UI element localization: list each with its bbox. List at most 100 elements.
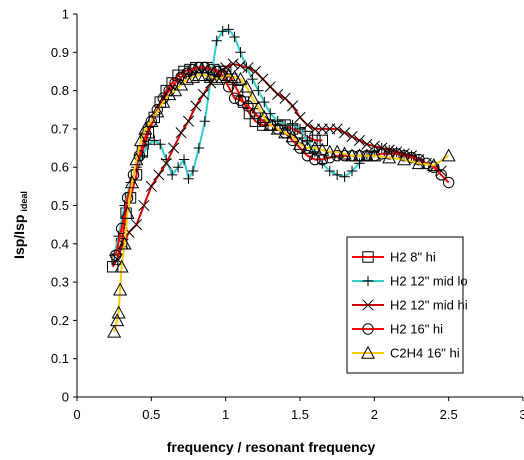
- y-tick-label: 0.4: [51, 236, 69, 251]
- legend-item: C2H4 16" hi: [352, 346, 460, 361]
- data-point-triangle: [337, 146, 352, 160]
- data-point-circle: [316, 153, 328, 166]
- series-line: [111, 66, 323, 268]
- y-tick-label: 0: [62, 390, 69, 405]
- data-point-x: [197, 88, 209, 100]
- data-point-triangle: [367, 148, 382, 162]
- data-point-triangle: [251, 100, 266, 114]
- data-point-plus: [346, 165, 358, 177]
- data-point-plus: [331, 169, 343, 181]
- data-point-plus: [172, 162, 184, 173]
- data-point-plus: [229, 31, 240, 43]
- data-point-plus: [287, 119, 298, 131]
- y-tick-label: 0.1: [51, 351, 69, 366]
- legend-label: H2 12" mid lo: [390, 274, 468, 289]
- data-point-triangle: [114, 259, 129, 273]
- data-point-x: [190, 100, 202, 112]
- data-point-plus: [362, 275, 374, 287]
- data-point-triangle: [360, 345, 376, 359]
- data-point-triangle: [257, 110, 272, 124]
- data-point-x: [353, 134, 366, 146]
- data-point-circle: [175, 71, 187, 83]
- y-tick-label: 0.2: [51, 313, 69, 328]
- data-point-circle: [309, 153, 321, 166]
- data-point-circle: [169, 77, 181, 89]
- y-axis-label: Isp/Isp ideal: [11, 191, 29, 259]
- data-point-triangle: [307, 140, 322, 154]
- data-point-circle: [193, 61, 205, 74]
- data-point-plus: [324, 165, 335, 177]
- y-tick-label: 0.9: [51, 45, 69, 60]
- data-point-triangle: [330, 144, 345, 158]
- data-point-circle: [121, 192, 134, 204]
- data-point-plus: [217, 26, 228, 37]
- data-point-triangle: [426, 158, 441, 171]
- axes: [73, 13, 524, 401]
- x-tick-label: 1: [222, 407, 229, 422]
- legend-item: H2 16" hi: [352, 322, 443, 337]
- data-point-triangle: [315, 142, 330, 156]
- legend-label: H2 8" hi: [390, 250, 436, 265]
- data-point-triangle: [144, 113, 159, 127]
- x-tick-label: 2: [371, 407, 378, 422]
- data-point-triangle: [111, 305, 126, 319]
- series-3: [109, 61, 455, 261]
- data-point-square: [148, 111, 161, 124]
- data-point-triangle: [209, 71, 224, 85]
- data-point-plus: [235, 47, 246, 58]
- data-point-triangle: [239, 79, 254, 93]
- data-point-triangle: [411, 156, 426, 170]
- data-point-triangle: [263, 117, 278, 131]
- y-tick-label: 0.3: [51, 275, 69, 290]
- data-point-x: [272, 88, 284, 100]
- data-point-x: [435, 165, 447, 177]
- series-1: [108, 24, 425, 261]
- data-point-triangle: [245, 91, 260, 104]
- data-point-triangle: [129, 152, 144, 166]
- data-point-x: [175, 127, 187, 139]
- data-point-triangle: [185, 69, 201, 83]
- data-point-triangle: [120, 205, 135, 219]
- data-point-plus: [211, 35, 222, 47]
- data-point-triangle: [133, 133, 148, 147]
- y-axis-label-main: Isp/Isp: [11, 215, 27, 259]
- data-point-circle: [249, 107, 262, 120]
- x-tick-label: 0: [73, 407, 80, 422]
- data-point-x: [234, 60, 247, 72]
- data-point-plus: [149, 135, 160, 146]
- data-point-triangle: [221, 68, 236, 81]
- data-point-circle: [442, 176, 455, 189]
- data-point-triangle: [150, 104, 165, 118]
- data-point-plus: [247, 73, 258, 85]
- data-point-plus: [178, 154, 190, 165]
- data-point-plus: [265, 108, 276, 119]
- tick-labels: 0 0.1 0.2 0.3 0.4 0.5 0.6 0.7 0.8 0.9 1 0 0.5 1 1.5 2 2.…: [51, 7, 524, 423]
- data-point-circle: [383, 148, 395, 160]
- legend-item: H2 12" mid lo: [352, 274, 468, 289]
- legend-item: H2 8" hi: [352, 250, 436, 265]
- x-axis-label: frequency / resonant frequency: [167, 439, 376, 455]
- legend-label: H2 12" mid hi: [390, 298, 468, 313]
- legend-item: H2 12" mid hi: [352, 298, 468, 313]
- data-point-circle: [398, 150, 410, 162]
- data-point-plus: [354, 158, 365, 169]
- y-tick-label: 0.8: [51, 83, 69, 98]
- data-point-triangle: [233, 71, 248, 85]
- data-point-triangle: [215, 69, 230, 83]
- data-point-triangle: [397, 152, 412, 166]
- data-point-triangle: [292, 136, 308, 150]
- data-point-triangle: [344, 148, 360, 162]
- data-point-triangle: [382, 150, 397, 164]
- data-point-triangle: [322, 144, 337, 158]
- data-point-circle: [428, 161, 440, 173]
- data-point-square: [362, 251, 374, 263]
- data-point-x: [301, 119, 313, 131]
- data-point-x: [168, 142, 180, 154]
- data-point-plus: [302, 135, 313, 146]
- data-point-plus: [166, 169, 178, 181]
- data-point-triangle: [117, 236, 132, 250]
- data-point-circle: [435, 169, 447, 181]
- data-point-triangle: [197, 68, 212, 81]
- data-point-triangle: [270, 121, 285, 135]
- data-point-x: [130, 219, 143, 231]
